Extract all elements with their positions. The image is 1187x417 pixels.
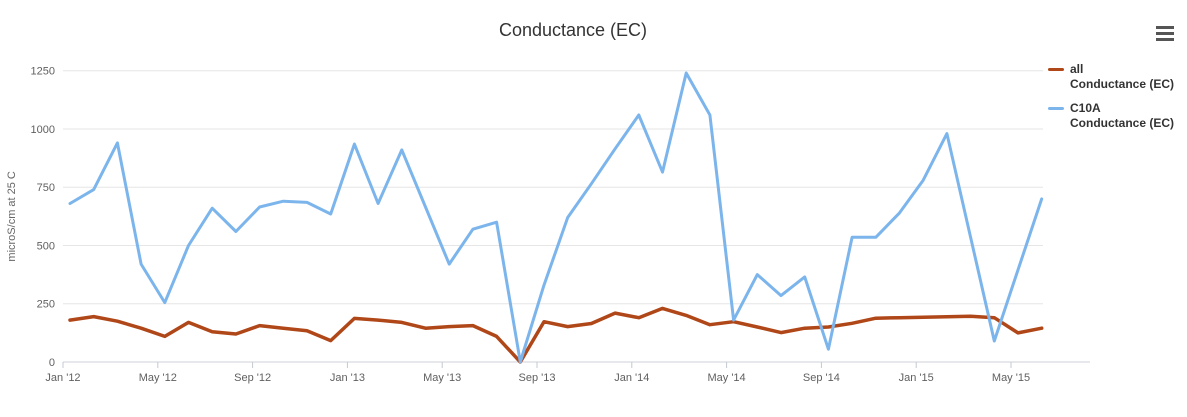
series-line-all[interactable] <box>68 306 1044 364</box>
x-tick-label: May '12 <box>139 372 177 384</box>
y-tick-label: 1000 <box>31 124 55 136</box>
x-tick-label: May '14 <box>708 372 746 384</box>
x-tick-label: Jan '15 <box>899 372 934 384</box>
x-tick-label: Jan '14 <box>614 372 649 384</box>
series-line-c10a[interactable] <box>68 71 1044 364</box>
x-tick-label: May '13 <box>423 372 461 384</box>
y-tick-label: 0 <box>49 357 55 369</box>
legend-swatch-c10a <box>1048 107 1064 110</box>
y-tick-label: 750 <box>37 182 55 194</box>
y-tick-label: 1250 <box>31 66 55 78</box>
hamburger-icon <box>1156 32 1174 35</box>
legend-item-subtitle: Conductance (EC) <box>1070 77 1175 91</box>
legend-item-all[interactable]: all Conductance (EC) <box>1048 62 1186 92</box>
hamburger-icon <box>1156 26 1174 29</box>
legend-item-c10a[interactable]: C10A Conductance (EC) <box>1048 101 1186 131</box>
x-tick-label: Sep '14 <box>803 372 840 384</box>
legend-item-title: all <box>1070 62 1084 76</box>
y-tick-label: 500 <box>37 240 55 252</box>
y-axis-title: microS/cm at 25 C <box>6 171 18 262</box>
legend-item-subtitle: Conductance (EC) <box>1070 116 1175 130</box>
hamburger-icon <box>1156 38 1174 41</box>
chart-menu-button[interactable] <box>1152 24 1178 46</box>
legend-swatch-all <box>1048 68 1064 71</box>
chart-title: Conductance (EC) <box>498 20 648 40</box>
x-tick-label: Sep '13 <box>519 372 556 384</box>
x-tick-label: Jan '13 <box>330 372 365 384</box>
legend-item-title: C10A <box>1070 101 1101 115</box>
x-tick-label: Jan '12 <box>45 372 80 384</box>
x-tick-label: May '15 <box>992 372 1030 384</box>
x-tick-label: Sep '12 <box>234 372 271 384</box>
legend: all Conductance (EC) C10A Conductance (E… <box>1048 62 1186 140</box>
y-tick-label: 250 <box>37 299 55 311</box>
